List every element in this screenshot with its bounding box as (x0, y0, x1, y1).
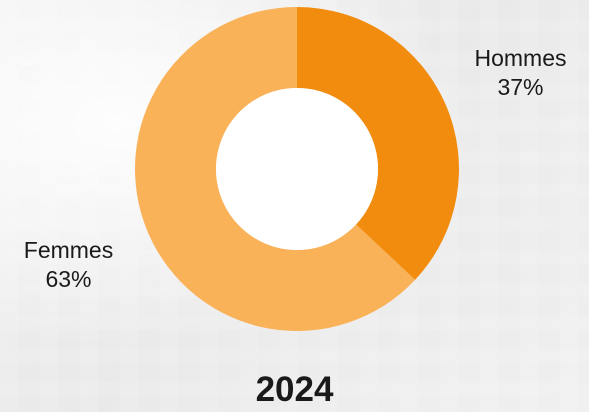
donut-hole (216, 88, 378, 250)
donut-slice-femmes (135, 7, 416, 332)
slice-value-hommes: 37% (497, 74, 544, 100)
slice-category-femmes: Femmes (23, 237, 114, 263)
slice-category-hommes: Hommes (474, 45, 567, 71)
chart-title: 2024 (255, 370, 334, 409)
slice-value-femmes: 63% (45, 266, 92, 292)
slice-label-femmes: Femmes 63% (0, 236, 137, 294)
donut-slice-hommes (297, 7, 460, 280)
slice-label-hommes: Hommes 37% (452, 44, 589, 102)
